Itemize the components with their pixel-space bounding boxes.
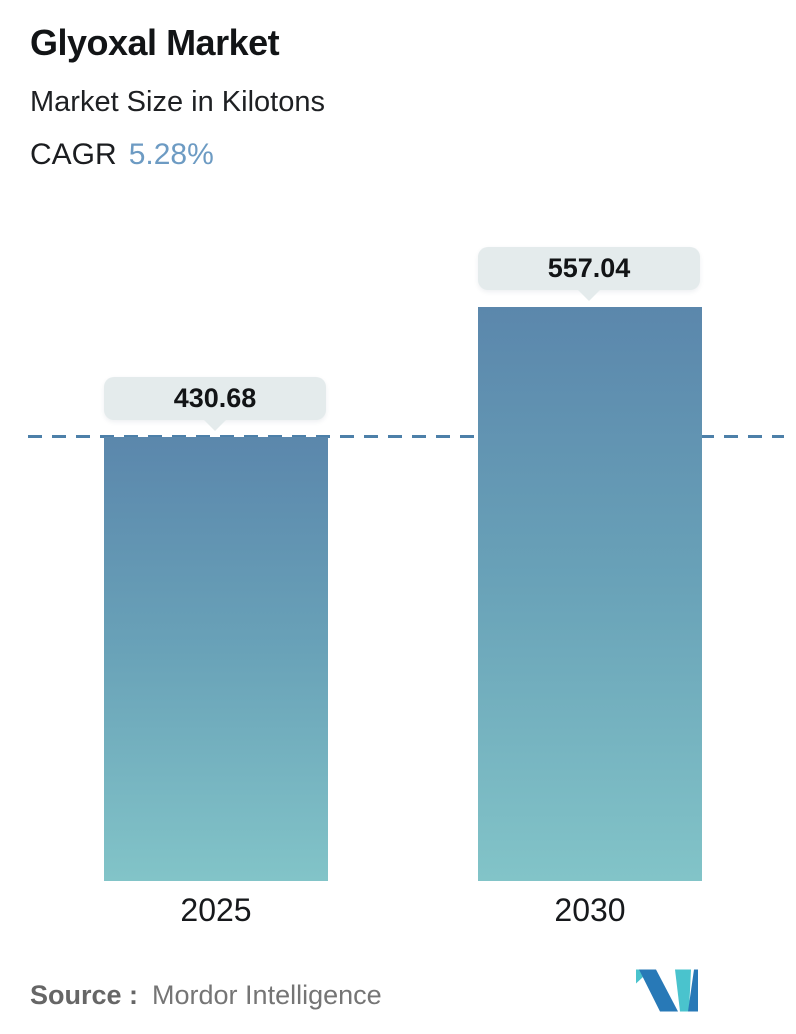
x-axis-label-2030: 2030 [554, 892, 626, 928]
value-text-2025: 430.68 [173, 383, 257, 413]
source-line: Source : Mordor Intelligence [30, 980, 382, 1011]
bar-2030 [478, 307, 702, 881]
x-axis-label-2025: 2025 [180, 892, 252, 928]
source-value: Mordor Intelligence [152, 980, 382, 1010]
logo-blue-diagonal [639, 969, 678, 1012]
page-title: Glyoxal Market [30, 22, 280, 63]
chart-subtitle: Market Size in Kilotons [30, 86, 325, 118]
cagr-value: 5.28% [128, 138, 214, 171]
cagr-row: CAGR 5.28% [30, 138, 214, 172]
value-label-2025: 430.68 [104, 377, 326, 420]
cagr-label: CAGR [30, 138, 117, 171]
reference-dashed-line [28, 435, 784, 438]
bar-2025 [104, 437, 328, 881]
bar-chart: 430.68 557.04 [0, 0, 796, 881]
logo-blue-bar [688, 969, 698, 1012]
source-label: Source : [30, 980, 139, 1010]
mordor-intelligence-logo [636, 969, 698, 1012]
value-label-2030: 557.04 [478, 247, 700, 290]
logo-teal-band [675, 969, 691, 1012]
value-text-2030: 557.04 [547, 253, 631, 283]
